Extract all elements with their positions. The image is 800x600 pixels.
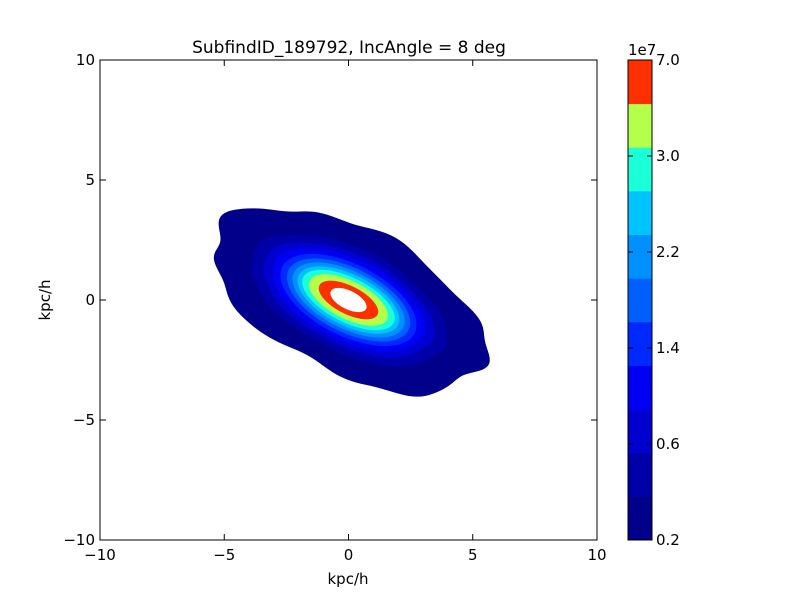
y-tick-label: −10 <box>63 531 95 549</box>
colorbar-tick-label: 7.0 <box>656 51 680 69</box>
colorbar-tick-label: 1.4 <box>656 339 680 357</box>
x-tick-label: 5 <box>468 546 478 564</box>
colorbar-multiplier: 1e7 <box>628 41 656 59</box>
chart-title: SubfindID_189792, IncAngle = 8 deg <box>192 38 506 58</box>
x-tick-label: −10 <box>84 546 116 564</box>
colorbar-tick-label: 0.2 <box>656 531 680 549</box>
colorbar-band-8 <box>628 147 652 192</box>
colorbar-tick-label: 0.6 <box>656 435 680 453</box>
y-axis-ticks: −10 −5 0 5 10 <box>63 51 597 549</box>
colorbar-ticks: 0.2 0.6 1.4 2.2 3.0 7.0 <box>628 51 680 549</box>
colorbar-band-9 <box>628 103 652 148</box>
colorbar-band-5 <box>628 278 652 323</box>
colorbar-band-1 <box>628 452 652 497</box>
x-axis-ticks: −10 −5 0 5 10 <box>84 60 607 564</box>
x-tick-label: −5 <box>213 546 235 564</box>
colorbar-band-10 <box>628 60 652 105</box>
colorbar-band-4 <box>628 321 652 366</box>
colorbar: 1e7 0.2 0.6 1.4 2.2 3.0 7.0 <box>627 41 680 549</box>
y-tick-label: −5 <box>73 411 95 429</box>
x-axis-label: kpc/h <box>327 570 368 588</box>
contour-level-11 <box>330 287 367 313</box>
colorbar-frame <box>627 59 653 541</box>
y-tick-label: 10 <box>76 51 95 69</box>
colorbar-tick-label: 2.2 <box>656 243 680 261</box>
x-tick-label: 10 <box>587 546 606 564</box>
colorbar-band-2 <box>628 409 652 454</box>
colorbar-band-0 <box>628 496 652 541</box>
x-tick-label: 0 <box>344 546 354 564</box>
colorbar-band-3 <box>628 365 652 410</box>
colorbar-bands <box>628 60 652 541</box>
plot-area: −10 −5 0 5 10 −10 −5 0 5 10 <box>63 51 606 564</box>
y-axis-label: kpc/h <box>36 279 54 320</box>
y-tick-label: 0 <box>85 291 95 309</box>
colorbar-band-7 <box>628 190 652 236</box>
colorbar-tick-label: 3.0 <box>656 147 680 165</box>
contour-fills <box>213 208 490 397</box>
y-tick-label: 5 <box>85 171 95 189</box>
colorbar-band-6 <box>628 234 652 279</box>
